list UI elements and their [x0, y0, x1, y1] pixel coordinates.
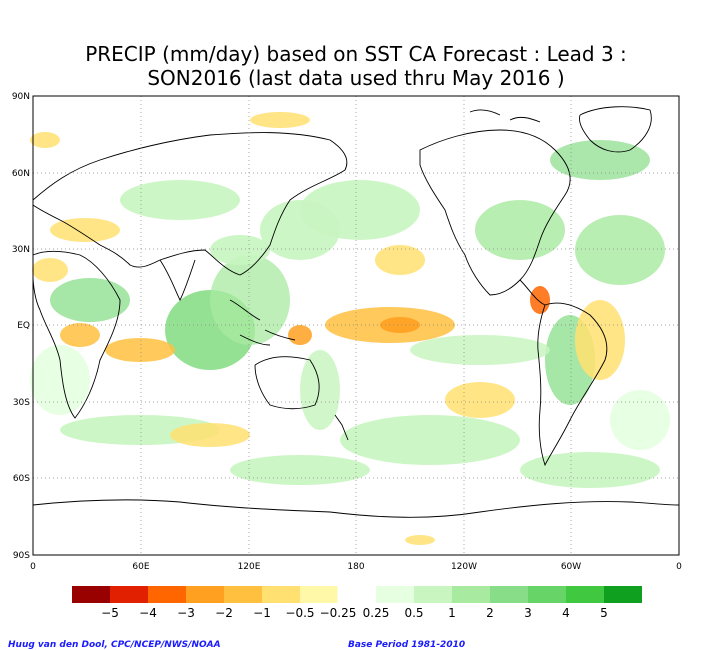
legend-swatch: [528, 586, 566, 603]
credit-author: Huug van den Dool, CPC/NCEP/NWS/NOAA: [8, 640, 221, 650]
map-frame: [32, 95, 680, 556]
lon-tick-180: 180: [347, 562, 364, 572]
legend-label: −1: [253, 606, 271, 620]
map-title-line-2: SON2016 (last data used thru May 2016 ): [147, 66, 565, 90]
legend-swatch: [262, 586, 300, 603]
coastlines: [32, 106, 680, 518]
legend-swatch: [452, 586, 490, 603]
legend-swatch: [300, 586, 338, 603]
precip-anomaly-shading: [30, 112, 670, 545]
map-title-line-1: PRECIP (mm/day) based on SST CA Forecast…: [85, 42, 627, 66]
legend-swatch: [72, 586, 110, 603]
lon-tick-60w: 60W: [561, 562, 581, 572]
lon-tick-120w: 120W: [451, 562, 477, 572]
legend-label: −0.25: [320, 606, 357, 620]
legend-swatch: [376, 586, 414, 603]
legend-label: −3: [177, 606, 195, 620]
lon-tick-60e: 60E: [132, 562, 149, 572]
legend-label: 2: [486, 606, 494, 620]
legend-swatch: [604, 586, 642, 603]
lon-axis: 0 60E 120E 180 120W 60W 0: [30, 562, 682, 572]
legend-label: −0.5: [285, 606, 314, 620]
lon-tick-120e: 120E: [238, 562, 261, 572]
legend-label: 1: [448, 606, 456, 620]
gridlines: [33, 96, 679, 555]
legend-label: −4: [139, 606, 157, 620]
legend-label: −2: [215, 606, 233, 620]
legend-swatch: [148, 586, 186, 603]
legend-label: −5: [101, 606, 119, 620]
legend-swatch: [414, 586, 452, 603]
legend-label: 4: [562, 606, 570, 620]
legend-label: 0.25: [363, 606, 390, 620]
lat-axis: 90N 60N 30N EQ 30S 60S 90S: [12, 92, 30, 561]
lat-tick-60s: 60S: [13, 474, 30, 484]
lat-tick-30s: 30S: [13, 398, 30, 408]
legend-labels: −5 −4 −3 −2 −1 −0.5 −0.25 0.25 0.5 1 2 3 4 5: [101, 606, 608, 620]
lat-tick-90n: 90N: [12, 92, 30, 102]
legend-label: 5: [600, 606, 608, 620]
legend-swatch: [224, 586, 262, 603]
legend-swatch: [490, 586, 528, 603]
lon-tick-0-end: 0: [676, 562, 682, 572]
lat-tick-60n: 60N: [12, 169, 30, 179]
legend-swatch: [566, 586, 604, 603]
lon-tick-0: 0: [30, 562, 36, 572]
lat-tick-90s: 90S: [13, 551, 30, 561]
legend-label: 3: [524, 606, 532, 620]
legend-swatch: [110, 586, 148, 603]
lat-tick-30n: 30N: [12, 245, 30, 255]
legend-label: 0.5: [404, 606, 423, 620]
credit-base-period: Base Period 1981-2010: [348, 640, 466, 650]
legend-colorbar: [72, 585, 642, 604]
legend-swatch: [337, 585, 377, 604]
lat-tick-eq: EQ: [17, 321, 30, 331]
legend-swatch: [186, 586, 224, 603]
